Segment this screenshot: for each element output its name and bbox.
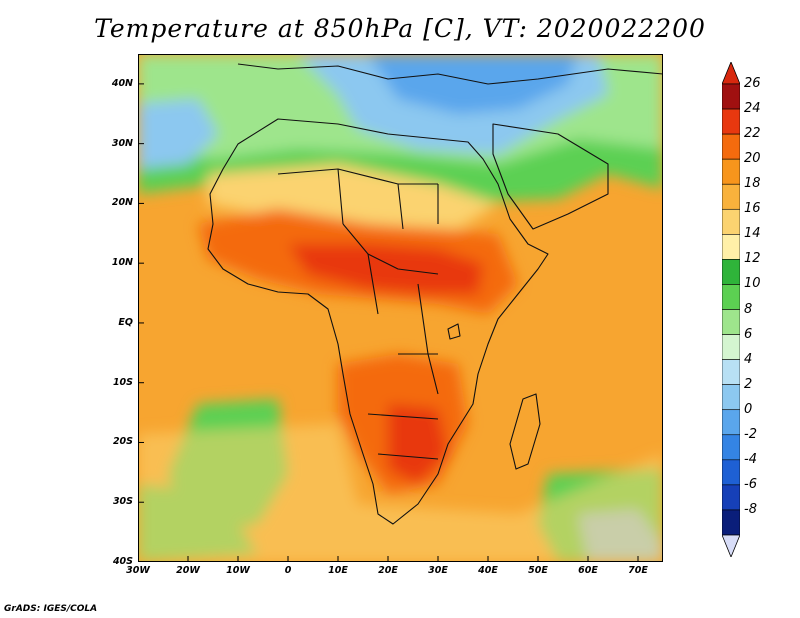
colorbar-label: 12 [744, 251, 761, 267]
colorbar-swatch [721, 334, 741, 360]
colorbar-swatch [721, 384, 741, 411]
lat-label: 10N [111, 257, 133, 269]
lon-label: 60E [578, 565, 598, 576]
europe-coast [237, 63, 663, 85]
colorbar-swatch [721, 183, 741, 210]
coastlines [207, 63, 663, 525]
colorbar-label: 18 [744, 176, 761, 192]
lon-label: 10E [328, 565, 348, 576]
africa-coastline [207, 118, 549, 525]
lat-label: EQ [118, 316, 133, 328]
border-south [367, 353, 439, 460]
arabia [492, 123, 609, 230]
credit-text: GrADS: IGES/COLA [4, 604, 98, 614]
field-sahel-core [288, 244, 483, 294]
colorbar-top-arrow [721, 60, 741, 85]
lake-victoria [447, 323, 461, 340]
colorbar-swatch [721, 359, 741, 385]
colorbar-swatch [721, 234, 741, 260]
colorbar-label: 22 [744, 126, 761, 142]
colorbar-swatch [721, 108, 741, 135]
lat-label: 30S [112, 496, 133, 508]
colorbar-swatch [721, 158, 741, 185]
chart-title: Temperature at 850hPa [C], VT: 202002220… [94, 14, 706, 43]
lat-label: 20N [111, 197, 133, 209]
colorbar-label: -6 [744, 476, 757, 492]
colorbar-bottom-arrow [721, 534, 741, 559]
axis-ticks [138, 83, 639, 562]
lat-label: 10S [112, 376, 133, 388]
lon-label: 0 [284, 565, 292, 576]
colorbar [721, 60, 741, 559]
madagascar [509, 393, 541, 470]
field-atlantic-blue [138, 99, 218, 169]
colorbar-svg [721, 60, 741, 559]
lon-label: 30E [428, 565, 448, 576]
colorbar-label: 2 [744, 376, 753, 392]
lat-label: 30N [111, 137, 133, 149]
colorbar-swatch [721, 484, 741, 511]
border-sahara [277, 168, 439, 230]
colorbar-swatch [721, 434, 741, 461]
lon-label: 20W [176, 565, 200, 576]
colorbar-swatch [721, 284, 741, 310]
colorbar-label: 24 [744, 101, 761, 117]
lat-label: 20S [112, 436, 133, 448]
map-canvas [138, 54, 663, 562]
lon-label: 70E [628, 565, 648, 576]
colorbar-label: -2 [744, 426, 757, 442]
lon-label: 50E [528, 565, 548, 576]
colorbar-swatch [721, 133, 741, 160]
lon-label: 10W [226, 565, 250, 576]
colorbar-label: 20 [744, 151, 761, 167]
colorbar-label: -4 [744, 451, 757, 467]
field-yellow-belt [138, 424, 663, 562]
field-south-core [388, 404, 448, 484]
map-frame [138, 54, 663, 562]
colorbar-label: 4 [744, 351, 753, 367]
lon-label: 30W [126, 565, 150, 576]
field-north-deepblue [368, 54, 578, 114]
colorbar-label: 6 [744, 326, 753, 342]
colorbar-label: 10 [744, 276, 761, 292]
lat-label: 40S [112, 556, 133, 567]
colorbar-swatch [721, 459, 741, 486]
temperature-map [138, 54, 663, 562]
temperature-field [138, 54, 663, 562]
colorbar-label: 26 [744, 76, 761, 91]
colorbar-label: 16 [744, 201, 761, 217]
lon-label: 40E [478, 565, 498, 576]
colorbar-swatch [721, 83, 741, 110]
colorbar-swatch [721, 208, 741, 235]
colorbar-swatch [721, 509, 741, 536]
colorbar-swatch [721, 259, 741, 285]
lat-label: 40N [111, 77, 133, 89]
colorbar-label: -8 [744, 501, 757, 517]
colorbar-swatch [721, 309, 741, 335]
colorbar-label: 8 [744, 301, 753, 317]
lon-label: 20E [378, 565, 398, 576]
colorbar-swatch [721, 409, 741, 436]
colorbar-label: 14 [744, 226, 761, 242]
colorbar-label: 0 [744, 401, 753, 417]
